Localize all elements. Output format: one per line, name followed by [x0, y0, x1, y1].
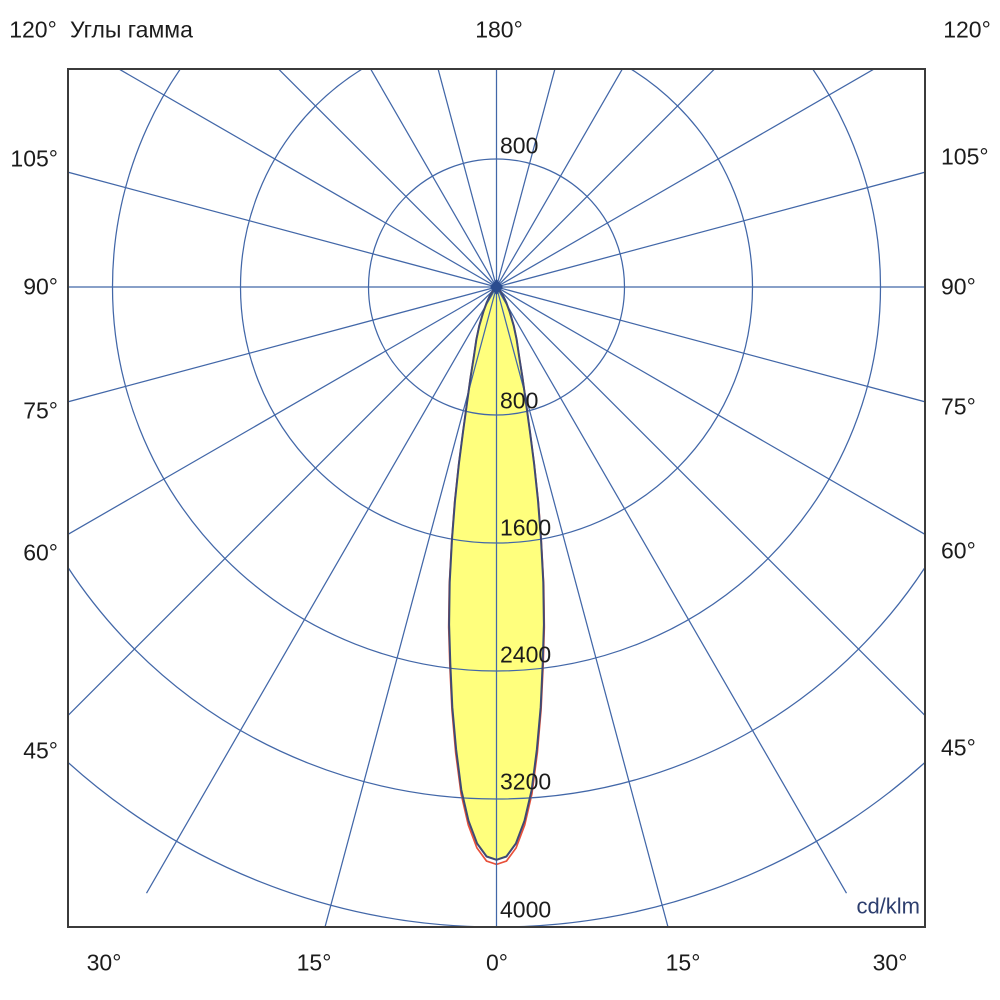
gamma-ray-315: [68, 286, 497, 717]
intensity-curve-c0: [448, 286, 545, 861]
radial-tick-label-3: 2400: [500, 641, 552, 668]
gamma-label-top-right: 120°: [943, 16, 991, 43]
gamma-label-right-90: 90°: [941, 273, 976, 300]
radial-tick-label-1: 800: [500, 387, 539, 414]
gamma-ray-330: [145, 286, 498, 894]
gamma-label-right-105: 105°: [941, 143, 989, 170]
gamma-label-bottom-4: 30°: [872, 949, 908, 976]
gamma-label-left-75: 75°: [23, 397, 58, 424]
gamma-ray-135: [496, 69, 716, 288]
gamma-ray-150: [495, 69, 624, 288]
gamma-ray-15: [495, 286, 669, 927]
gamma-label-bottom-2: 0°: [486, 949, 508, 976]
gamma-ray-345: [324, 286, 498, 927]
gamma-label-left-105: 105°: [10, 145, 58, 172]
radial-tick-label-5: 4000: [500, 896, 552, 923]
plot-border: [67, 68, 926, 928]
gamma-ray-195: [437, 69, 498, 288]
unit-label-cd-klm: cd/klm: [856, 893, 920, 919]
gamma-label-left-90: 90°: [23, 273, 58, 300]
gamma-ray-210: [369, 69, 498, 288]
gamma-ray-30: [495, 286, 848, 894]
gamma-label-left-60: 60°: [23, 539, 58, 566]
gamma-label-right-75: 75°: [941, 393, 976, 420]
gamma-label-bottom-0: 30°: [86, 949, 122, 976]
gamma-ray-285: [68, 286, 497, 403]
chart-title: Углы гамма: [70, 16, 193, 43]
gamma-ray-165: [495, 69, 556, 288]
gamma-label-top-center: 180°: [475, 16, 523, 43]
center-origin-marker: [490, 279, 503, 295]
gamma-ray-240: [117, 69, 497, 288]
gamma-label-bottom-3: 15°: [665, 949, 701, 976]
gamma-label-left-45: 45°: [23, 737, 58, 764]
gamma-ray-225: [277, 69, 497, 288]
gamma-ray-255: [68, 171, 497, 288]
gamma-ray-105: [496, 171, 925, 288]
radial-tick-label-2: 1600: [500, 514, 552, 541]
gamma-label-right-45: 45°: [941, 734, 976, 761]
gamma-label-right-60: 60°: [941, 537, 976, 564]
gamma-ray-45: [496, 286, 925, 717]
gamma-ray-300: [68, 286, 497, 536]
gamma-label-bottom-1: 15°: [296, 949, 332, 976]
radial-tick-label-4: 3200: [500, 768, 552, 795]
gamma-ray-75: [496, 286, 925, 403]
gamma-ray-60: [496, 286, 925, 536]
gamma-ray-120: [496, 69, 876, 288]
gamma-label-top-left: 120°: [9, 16, 57, 43]
radial-tick-label-0: 800: [500, 132, 539, 159]
